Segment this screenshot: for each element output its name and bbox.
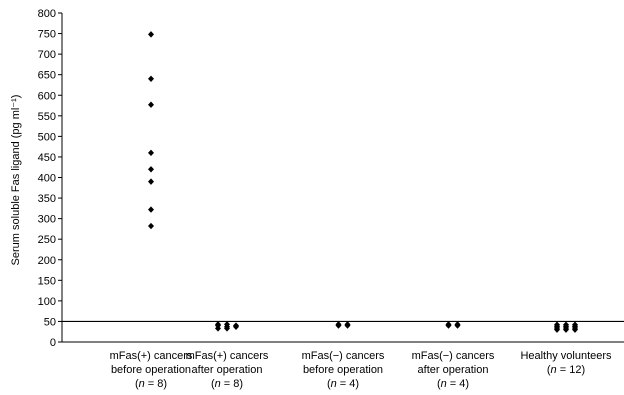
data-point xyxy=(554,326,560,333)
y-axis-title: Serum soluble Fas ligand (pg ml⁻¹) xyxy=(10,95,22,266)
y-tick-label: 400 xyxy=(38,173,56,185)
y-tick-label: 750 xyxy=(38,29,56,41)
data-point xyxy=(148,166,154,173)
x-category-label-line2: before operation xyxy=(303,364,383,376)
x-category-label-line1: mFas(−) cancers xyxy=(412,350,495,362)
y-tick-label: 450 xyxy=(38,152,56,164)
data-point xyxy=(148,222,154,230)
data-point xyxy=(215,325,221,332)
y-tick-label: 350 xyxy=(38,193,56,205)
data-point xyxy=(148,149,154,157)
data-point xyxy=(148,101,154,108)
data-point xyxy=(224,325,230,332)
y-tick-label: 300 xyxy=(38,214,56,226)
data-point xyxy=(148,178,154,185)
x-category-label-line2: after operation xyxy=(418,364,489,376)
x-category-sample-size: (n = 4) xyxy=(327,378,359,390)
y-tick-label: 550 xyxy=(38,111,56,123)
x-category-label-line1: mFas(−) cancers xyxy=(302,350,385,362)
y-tick-label: 500 xyxy=(38,131,56,143)
y-tick-label: 50 xyxy=(44,316,56,328)
data-point xyxy=(344,322,351,329)
y-tick-label: 150 xyxy=(38,275,56,287)
data-point xyxy=(563,326,569,333)
x-category-sample-size: (n = 4) xyxy=(437,378,469,390)
x-category-sample-size: (n = 8) xyxy=(211,378,243,390)
x-category-labels: mFas(+) cancers before operation (n = 8) mF… xyxy=(110,350,612,390)
y-tick-label: 250 xyxy=(38,234,56,246)
y-tick-label: 200 xyxy=(38,255,56,267)
data-point xyxy=(572,326,578,333)
y-tick-label: 800 xyxy=(38,8,56,20)
x-category-label-line2: before operation xyxy=(111,364,191,376)
y-axis-ticks: 0 50 100 150 200 250 300 350 400 450 500 550 600 650 7… xyxy=(38,8,62,349)
x-category-label-line2: after operation xyxy=(192,364,263,376)
data-point xyxy=(148,31,154,38)
data-point xyxy=(335,322,342,329)
y-tick-label: 0 xyxy=(50,337,56,349)
y-tick-label: 600 xyxy=(38,90,56,102)
data-point xyxy=(148,206,154,213)
data-points xyxy=(148,31,578,333)
x-category-sample-size: (n = 12) xyxy=(547,364,585,376)
x-category-label-line1: Healthy volunteers xyxy=(520,350,612,362)
y-tick-label: 700 xyxy=(38,49,56,61)
data-point xyxy=(445,322,452,329)
y-tick-label: 100 xyxy=(38,296,56,308)
data-point xyxy=(454,322,461,329)
y-tick-label: 650 xyxy=(38,70,56,82)
data-point xyxy=(148,75,154,82)
x-category-label-line1: mFas(+) cancers xyxy=(110,350,193,362)
data-point xyxy=(233,323,239,330)
x-category-label-line1: mFas(+) cancers xyxy=(186,350,269,362)
x-category-sample-size: (n = 8) xyxy=(135,378,167,390)
